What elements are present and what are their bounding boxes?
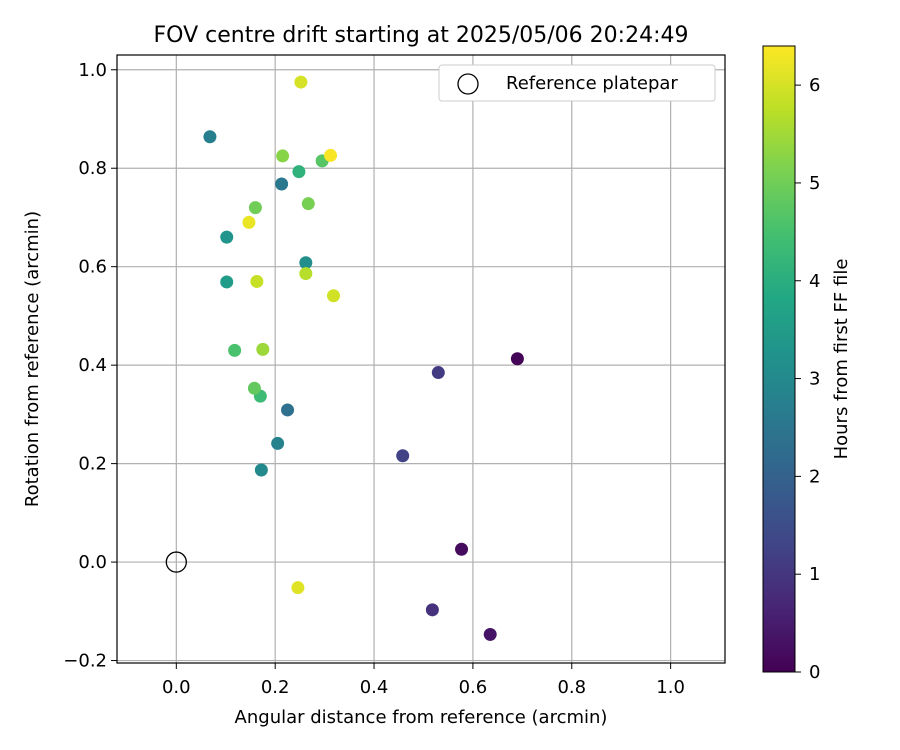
y-tick-label: 0.0 bbox=[78, 552, 107, 573]
grid-lines bbox=[117, 55, 725, 663]
colorbar-ticks: 0 1 2 3 4 5 6 bbox=[795, 75, 820, 683]
scatter-point bbox=[301, 197, 315, 211]
x-tick-label: 0.6 bbox=[459, 677, 488, 698]
scatter-point bbox=[455, 542, 469, 556]
scatter-point bbox=[299, 267, 313, 281]
x-axis-label: Angular distance from reference (arcmin) bbox=[235, 707, 608, 728]
scatter-point bbox=[254, 463, 268, 477]
scatter-point bbox=[294, 75, 308, 89]
y-tick-label: 0.8 bbox=[78, 158, 107, 179]
x-tick-label: 0.0 bbox=[162, 677, 191, 698]
scatter-point bbox=[425, 603, 439, 617]
scatter-point bbox=[324, 148, 338, 162]
scatter-point bbox=[228, 343, 242, 357]
colorbar-tick-label: 5 bbox=[809, 173, 820, 194]
scatter-point bbox=[248, 201, 262, 215]
scatter-point bbox=[276, 149, 290, 163]
scatter-point bbox=[250, 274, 264, 288]
x-tick-label: 1.0 bbox=[656, 677, 685, 698]
x-tick-label: 0.8 bbox=[557, 677, 586, 698]
colorbar-tick-label: 0 bbox=[809, 662, 820, 683]
scatter-point bbox=[220, 230, 234, 244]
legend-box bbox=[438, 64, 716, 102]
y-tick-label: 0.2 bbox=[78, 454, 107, 475]
scatter-point bbox=[220, 275, 234, 289]
y-tick-label: 0.6 bbox=[78, 257, 107, 278]
scatter-point bbox=[431, 366, 445, 380]
colorbar-tick-label: 1 bbox=[809, 564, 820, 585]
scatter-point bbox=[291, 581, 305, 595]
chart-title: FOV centre drift starting at 2025/05/06 … bbox=[154, 23, 689, 48]
scatter-point bbox=[292, 165, 306, 179]
scatter-point bbox=[510, 352, 524, 366]
scatter-point bbox=[247, 381, 261, 395]
scatter-point bbox=[242, 215, 256, 229]
x-tick-label: 0.4 bbox=[360, 677, 389, 698]
colorbar: 0 1 2 3 4 5 6 Hours from first FF file bbox=[762, 45, 852, 683]
axis-ticks: 0.0 0.2 0.4 0.6 0.8 1.0 −0.2 0.0 0.2 0.4 0.6 0.8 1.0 bbox=[63, 60, 685, 698]
scatter-point bbox=[256, 342, 270, 356]
colorbar-gradient bbox=[762, 45, 796, 673]
legend-label-reference: Reference platepar bbox=[506, 73, 678, 94]
scatter-point bbox=[275, 177, 289, 191]
data-points bbox=[165, 75, 524, 641]
scatter-point bbox=[327, 289, 341, 303]
scatter-point bbox=[281, 403, 295, 417]
y-tick-label: 1.0 bbox=[78, 60, 107, 81]
legend-marker-reference bbox=[457, 73, 479, 95]
legend: Reference platepar bbox=[438, 64, 716, 102]
colorbar-tick-label: 3 bbox=[809, 369, 820, 390]
x-tick-label: 0.2 bbox=[261, 677, 290, 698]
y-tick-label: −0.2 bbox=[63, 651, 107, 672]
scatter-point bbox=[271, 436, 285, 450]
colorbar-tick-label: 2 bbox=[809, 466, 820, 487]
colorbar-tick-label: 4 bbox=[809, 271, 820, 292]
reference-platepar-marker bbox=[165, 551, 187, 573]
y-axis-label: Rotation from reference (arcmin) bbox=[22, 211, 43, 507]
plot-area-frame bbox=[116, 54, 726, 664]
colorbar-label: Hours from first FF file bbox=[831, 259, 852, 460]
colorbar-tick-label: 6 bbox=[809, 75, 820, 96]
y-tick-label: 0.4 bbox=[78, 355, 107, 376]
scatter-point bbox=[483, 627, 497, 641]
scatter-point bbox=[299, 256, 313, 270]
scatter-point bbox=[203, 130, 217, 144]
scatter-point bbox=[396, 449, 410, 463]
